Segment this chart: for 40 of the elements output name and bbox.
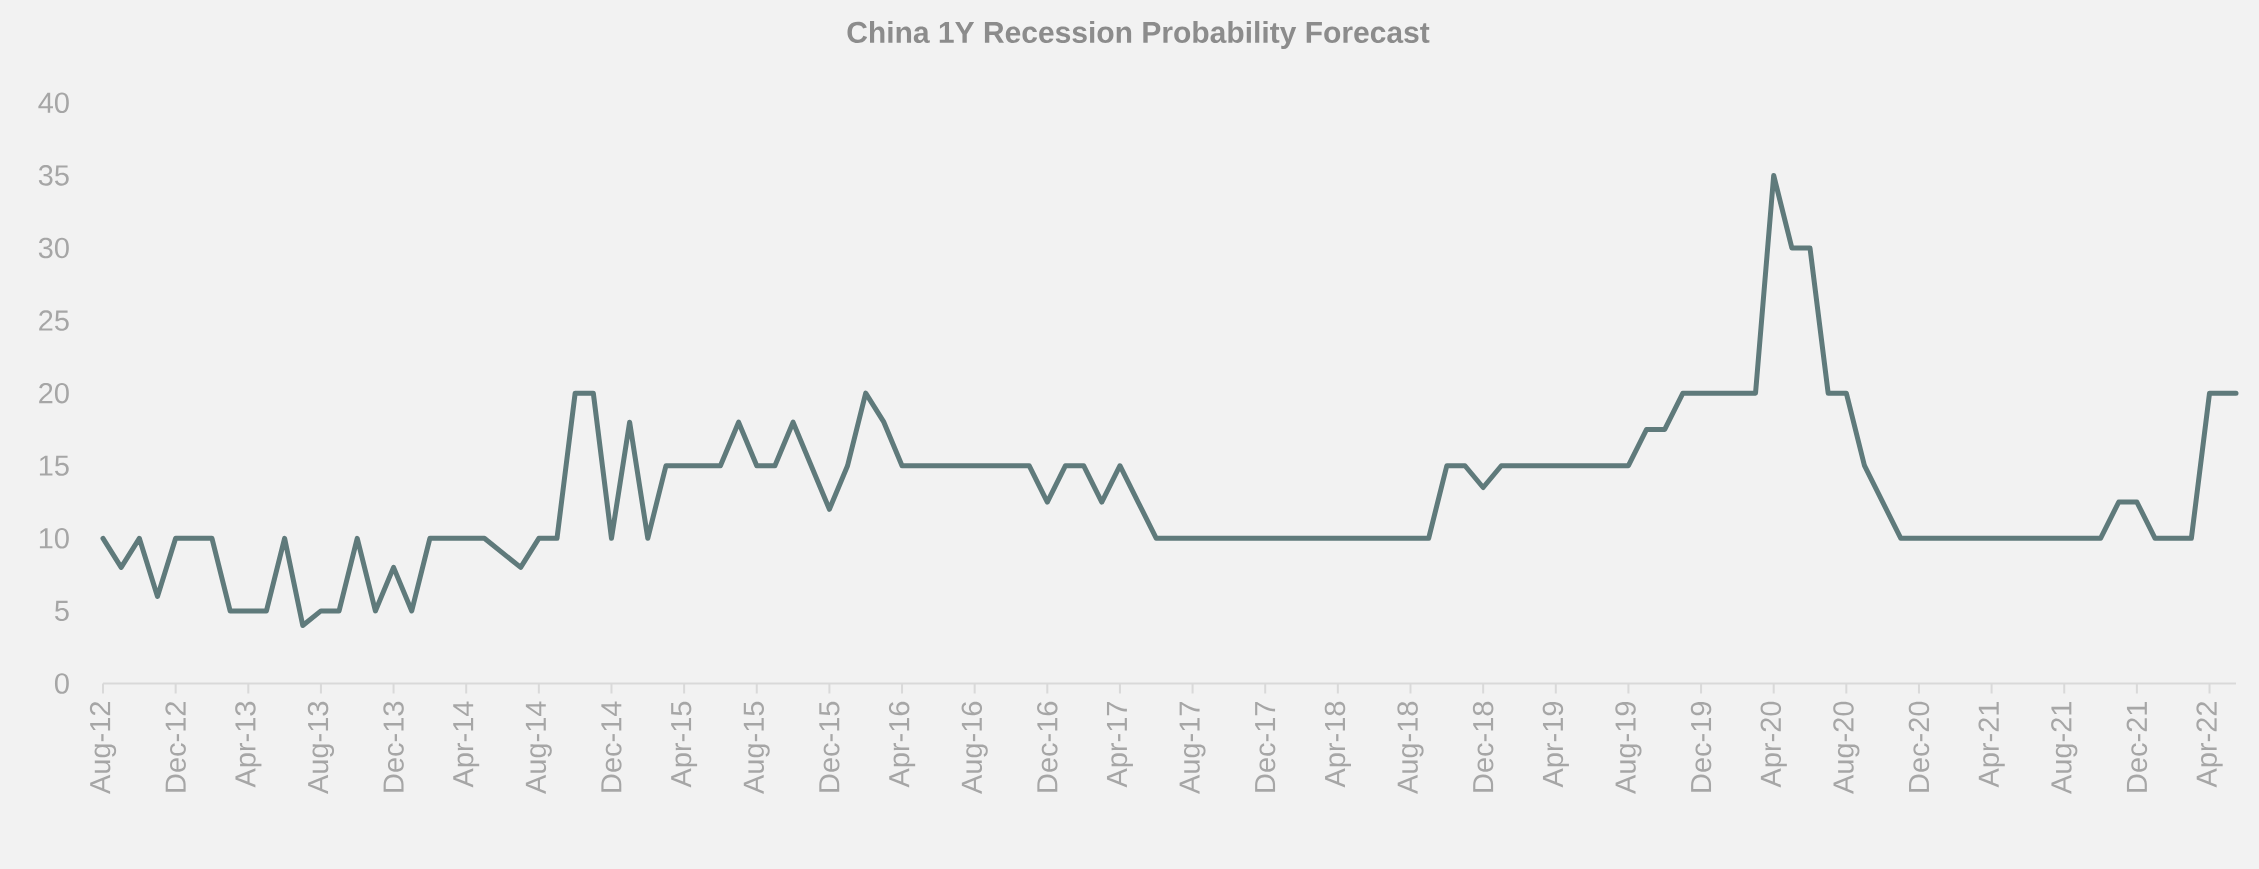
chart-title: China 1Y Recession Probability Forecast [847, 21, 1430, 49]
x-tick-label: Apr-18 [1324, 701, 1352, 788]
y-tick-label: 35 [38, 165, 69, 186]
x-tick-label: Aug-21 [2051, 701, 2078, 794]
x-tick-label: Dec-12 [165, 702, 186, 792]
x-tick-label: Dec-18 [1472, 701, 1494, 792]
x-tick-label: Dec-20 [1908, 701, 1930, 792]
x-tick-label: Aug-12 [89, 702, 117, 794]
x-tick-label: Apr-13 [235, 701, 262, 788]
y-tick-label: 15 [39, 455, 69, 476]
y-tick-label: 40 [38, 92, 69, 114]
x-tick-label: Apr-22 [2196, 702, 2223, 788]
x-tick-label: Aug-19 [1615, 701, 1642, 794]
y-tick-label: 0 [54, 673, 69, 694]
x-tick-label: Dec-19 [1690, 701, 1712, 792]
x-tick-label: Dec-21 [2126, 701, 2148, 792]
x-tick-label: Dec-15 [819, 701, 840, 792]
x-tick-label: Dec-13 [383, 701, 404, 792]
x-tick-label: Dec-16 [1037, 701, 1058, 792]
x-tick-label: Aug-20 [1833, 701, 1860, 794]
y-tick-label: 10 [39, 528, 69, 549]
y-tick-label: 30 [38, 237, 69, 259]
x-tick-label: Dec-14 [601, 701, 622, 792]
y-tick-label: 20 [39, 382, 69, 404]
x-tick-label: Apr-15 [671, 701, 698, 788]
x-tick-label: Aug-15 [743, 701, 770, 794]
x-tick-label: Apr-19 [1542, 701, 1569, 788]
x-tick-label: Dec-17 [1255, 702, 1276, 792]
x-tick-label: Apr-21 [1978, 701, 2005, 788]
x-tick-label: Apr-17 [1106, 702, 1133, 788]
y-tick-label: 5 [54, 600, 69, 622]
x-tick-label: Aug-16 [961, 701, 988, 794]
x-tick-label: Aug-18 [1397, 701, 1424, 794]
x-tick-label: Aug-17 [1179, 702, 1206, 794]
x-tick-label: Apr-16 [888, 701, 916, 788]
y-tick-label: 25 [39, 310, 69, 331]
x-tick-label: Aug-14 [525, 701, 552, 794]
x-tick-label: Aug-13 [307, 701, 335, 794]
x-tick-label: Apr-14 [453, 701, 480, 788]
x-tick-label: Apr-20 [1760, 701, 1787, 788]
